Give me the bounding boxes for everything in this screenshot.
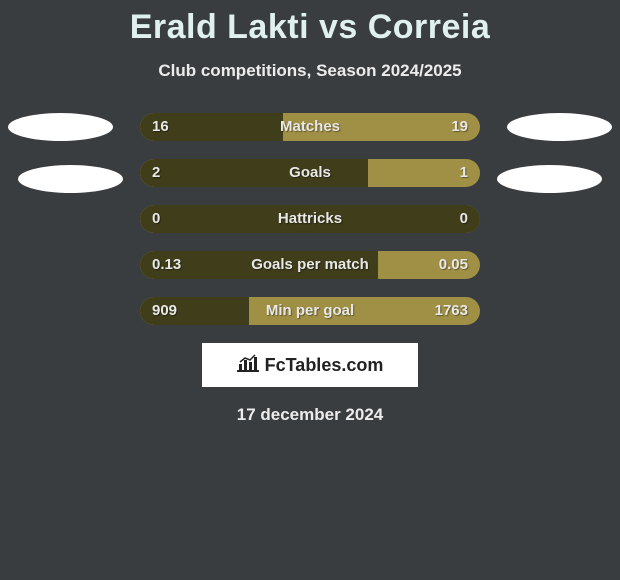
stat-right-value: 19 [451,113,468,141]
page-title: Erald Lakti vs Correia [0,8,620,47]
stat-label: Goals per match [140,251,480,279]
stat-row-min-per-goal: 909 Min per goal 1763 [140,297,480,325]
stats-area: 16 Matches 19 2 Goals 1 0 Hattricks 0 0.… [0,113,620,425]
player-left-icon-2 [18,165,123,193]
chart-icon [237,354,259,377]
stat-label: Hattricks [140,205,480,233]
stat-row-goals-per-match: 0.13 Goals per match 0.05 [140,251,480,279]
logo-label: FcTables.com [265,355,384,376]
date-line: 17 december 2024 [0,405,620,425]
stat-bars: 16 Matches 19 2 Goals 1 0 Hattricks 0 0.… [140,113,480,325]
stat-label: Goals [140,159,480,187]
player-right-icon [507,113,612,141]
stat-right-value: 1 [460,159,468,187]
stat-row-matches: 16 Matches 19 [140,113,480,141]
stat-label: Matches [140,113,480,141]
logo-box: FcTables.com [202,343,418,387]
stat-row-goals: 2 Goals 1 [140,159,480,187]
stat-label: Min per goal [140,297,480,325]
stat-right-value: 0 [460,205,468,233]
root: Erald Lakti vs Correia Club competitions… [0,0,620,425]
stat-right-value: 0.05 [439,251,468,279]
stat-row-hattricks: 0 Hattricks 0 [140,205,480,233]
logo: FcTables.com [237,354,384,377]
player-right-icon-2 [497,165,602,193]
subtitle: Club competitions, Season 2024/2025 [0,61,620,81]
player-left-icon [8,113,113,141]
stat-right-value: 1763 [435,297,468,325]
